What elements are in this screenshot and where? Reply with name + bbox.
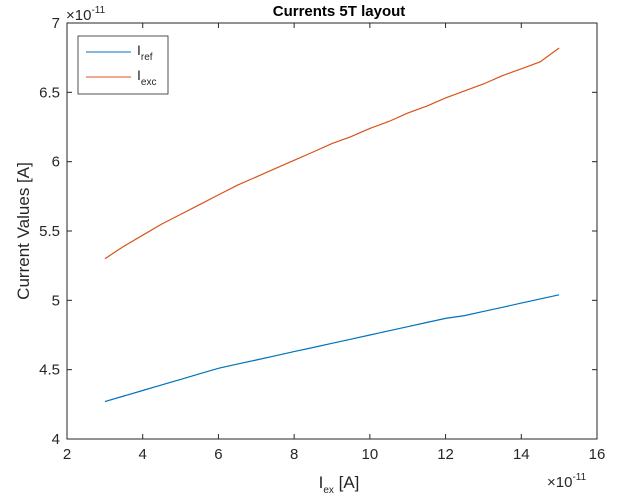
x-tick-label: 10 <box>362 446 379 463</box>
ref-current-line <box>104 294 560 403</box>
chart-title: Currents 5T layout <box>273 3 406 20</box>
legend-label-exc: Iexc <box>137 67 156 88</box>
y-tick-label: 6 <box>52 154 60 171</box>
y-tick-label: 5 <box>52 292 60 309</box>
x-exponent-label: ×10-11 <box>547 472 587 491</box>
legend-box <box>77 35 169 95</box>
x-tick-label: 8 <box>290 446 298 463</box>
x-tick-label: 4 <box>139 446 147 463</box>
y-tick-label: 6.5 <box>39 84 60 101</box>
y-tick-label: 7 <box>52 15 60 32</box>
legend-label-ref: Iref <box>137 42 153 63</box>
exc-current-line <box>104 47 560 260</box>
x-tick-label: 6 <box>214 446 222 463</box>
x-tick-label: 14 <box>513 446 530 463</box>
plot-area <box>66 22 598 440</box>
x-tick-label: 16 <box>589 446 606 463</box>
x-tick-label: 12 <box>437 446 454 463</box>
y-tick-label: 4.5 <box>39 362 60 379</box>
y-tick-label: 4 <box>52 431 60 448</box>
y-tick-label: 5.5 <box>39 223 60 240</box>
legend: Iref Iexc <box>77 35 169 95</box>
y-exponent-label: ×10-11 <box>66 5 106 24</box>
data-lines <box>104 47 560 403</box>
x-axis-label: Iex [A] <box>319 473 360 496</box>
x-tick-label: 2 <box>63 446 71 463</box>
y-axis-label: Current Values [A] <box>14 162 33 300</box>
